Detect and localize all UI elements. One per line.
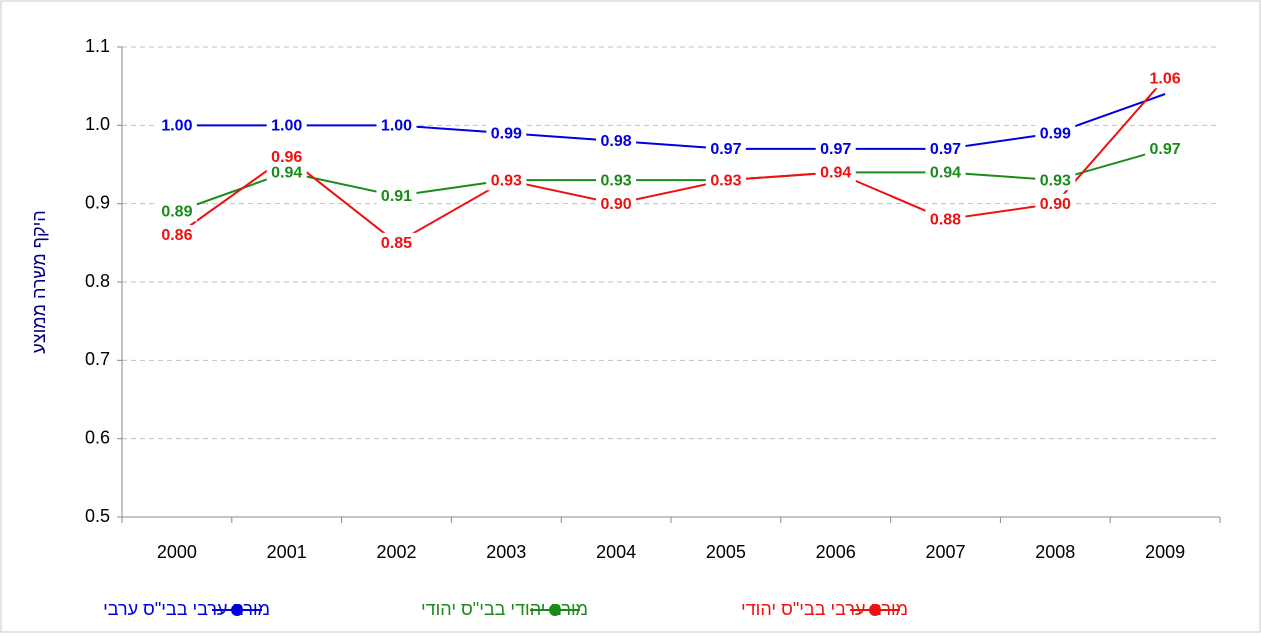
x-tick-label: 2001 xyxy=(267,542,307,562)
data-label-bg xyxy=(266,162,307,183)
data-label-bg xyxy=(156,201,197,222)
data-label-bg xyxy=(596,193,637,214)
y-axis-title: היקף משרה ממוצע xyxy=(29,210,49,353)
legend-marker xyxy=(869,604,881,616)
data-label: 0.93 xyxy=(601,172,632,189)
data-label-bg xyxy=(486,123,527,144)
data-label-bg xyxy=(705,170,746,191)
y-tick-label: 0.8 xyxy=(85,271,110,291)
series-line xyxy=(176,147,1166,213)
data-label-bg xyxy=(156,115,197,136)
data-label-bg xyxy=(705,138,746,159)
y-tick-label: 0.9 xyxy=(85,192,110,212)
y-tick-label: 0.5 xyxy=(85,506,110,526)
x-tick-label: 2002 xyxy=(376,542,416,562)
data-label-bg xyxy=(486,170,527,191)
data-label-bg xyxy=(1035,193,1076,214)
data-label: 1.00 xyxy=(271,118,302,135)
legend-marker xyxy=(549,604,561,616)
x-tick-label: 2007 xyxy=(925,542,965,562)
y-tick-label: 0.6 xyxy=(85,427,110,447)
x-tick-label: 2009 xyxy=(1145,542,1185,562)
data-label-bg xyxy=(1035,123,1076,144)
legend-marker xyxy=(231,604,243,616)
data-label: 0.94 xyxy=(820,165,851,182)
data-label: 0.90 xyxy=(1040,196,1071,213)
data-label-bg xyxy=(1145,138,1186,159)
data-label: 1.00 xyxy=(381,118,412,135)
x-tick-label: 2003 xyxy=(486,542,526,562)
y-tick-label: 1.1 xyxy=(85,36,110,56)
x-tick-label: 2006 xyxy=(816,542,856,562)
data-label: 0.89 xyxy=(161,204,192,221)
data-label: 0.93 xyxy=(1040,172,1071,189)
x-tick-label: 2008 xyxy=(1035,542,1075,562)
data-label: 1.06 xyxy=(1150,71,1181,88)
data-label-bg xyxy=(376,232,417,253)
data-label-bg xyxy=(266,146,307,167)
y-tick-label: 0.7 xyxy=(85,349,110,369)
y-tick-label: 1.0 xyxy=(85,114,110,134)
data-label-bg xyxy=(925,162,966,183)
series-line xyxy=(176,93,1166,150)
x-tick-label: 2000 xyxy=(157,542,197,562)
data-label-bg xyxy=(925,209,966,230)
data-label-bg xyxy=(815,138,856,159)
legend-label: מורה ערבי בבי"ס ערבי xyxy=(103,599,270,619)
x-tick-label: 2004 xyxy=(596,542,636,562)
data-label: 0.94 xyxy=(271,165,302,182)
data-label: 1.00 xyxy=(161,118,192,135)
data-label: 0.93 xyxy=(491,172,522,189)
data-label-bg xyxy=(376,185,417,206)
data-label: 0.97 xyxy=(1150,141,1181,158)
data-label: 0.85 xyxy=(381,235,412,252)
data-label-bg xyxy=(376,115,417,136)
data-label-bg xyxy=(815,162,856,183)
data-label-bg xyxy=(1035,170,1076,191)
x-tick-label: 2005 xyxy=(706,542,746,562)
data-label-bg xyxy=(596,131,637,151)
data-label: 0.93 xyxy=(710,172,741,189)
data-label: 0.99 xyxy=(491,125,522,142)
data-label: 0.91 xyxy=(381,188,412,205)
data-label: 0.90 xyxy=(601,196,632,213)
data-label-bg xyxy=(1145,68,1186,89)
data-label-bg xyxy=(596,170,637,191)
legend-label: מורה ערבי בבי"ס יהודי xyxy=(741,599,908,619)
data-label: 0.97 xyxy=(930,141,961,158)
data-label: 0.97 xyxy=(710,141,741,158)
data-label-bg xyxy=(266,115,307,136)
data-label-bg xyxy=(925,138,966,159)
data-label: 0.96 xyxy=(271,149,302,166)
data-label: 0.98 xyxy=(601,133,632,150)
data-label: 0.97 xyxy=(820,141,851,158)
data-label-bg xyxy=(156,225,197,245)
series-line xyxy=(176,77,1166,245)
data-label: 0.99 xyxy=(1040,125,1071,142)
legend-label: מורה יהודי בבי"ס יהודי xyxy=(421,599,588,619)
data-label: 0.88 xyxy=(930,212,961,229)
data-label: 0.86 xyxy=(161,227,192,244)
data-label: 0.94 xyxy=(930,165,961,182)
